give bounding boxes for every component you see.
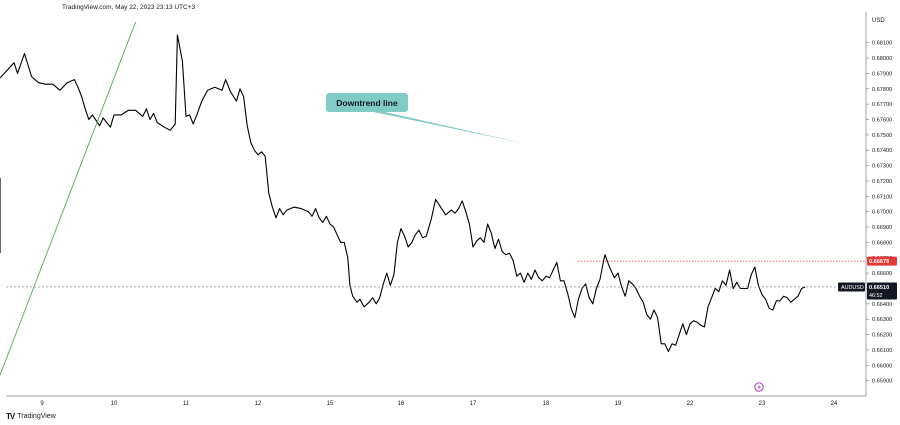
tradingview-footer[interactable]: TV TradingView bbox=[6, 412, 56, 421]
currency-label: USD bbox=[872, 18, 885, 24]
x-tick-label: 19 bbox=[615, 401, 622, 407]
lightning-bolt bbox=[757, 384, 761, 390]
y-tick-label: 0.67400 bbox=[872, 148, 892, 154]
y-tick-label: 0.66900 bbox=[872, 225, 892, 231]
x-tick-label: 12 bbox=[255, 401, 262, 407]
y-tick-label: 0.67600 bbox=[872, 118, 892, 124]
y-tick-label: 0.67500 bbox=[872, 133, 892, 139]
y-tick-label: 0.67300 bbox=[872, 164, 892, 170]
symbol-tag-label: AUDUSD bbox=[841, 285, 864, 291]
x-tick-label: 18 bbox=[543, 401, 550, 407]
callout-label: Downtrend line bbox=[336, 98, 398, 108]
time-axis[interactable]: 9 10 11 12 15 16 17 18 19 22 23 24 bbox=[40, 401, 838, 407]
resistance-price-tag bbox=[867, 256, 897, 266]
y-tick-label: 0.67700 bbox=[872, 102, 892, 108]
y-tick-label: 0.68100 bbox=[872, 41, 892, 47]
y-tick-label: 0.67900 bbox=[872, 71, 892, 77]
y-tick-label: 0.66400 bbox=[872, 302, 892, 308]
y-tick-label: 0.67100 bbox=[872, 194, 892, 200]
current-price-tag bbox=[867, 282, 897, 300]
symbol-tag[interactable] bbox=[838, 282, 865, 292]
countdown-label: 46:52 bbox=[869, 293, 883, 299]
drawings: Downtrend line AUDUSD bbox=[0, 21, 866, 392]
price-series-line[interactable] bbox=[0, 34, 806, 353]
y-tick-label: 0.66800 bbox=[872, 240, 892, 246]
y-tick-label: 0.67800 bbox=[872, 87, 892, 93]
x-tick-label: 11 bbox=[183, 401, 190, 407]
chart-header: TradingView.com, May 22, 2023 23:13 UTC+… bbox=[62, 4, 196, 11]
x-tick-label: 15 bbox=[327, 401, 334, 407]
y-tick-label: 0.66000 bbox=[872, 363, 892, 369]
x-tick-label: 16 bbox=[398, 401, 405, 407]
price-axis[interactable]: USD 0.68100 0.68000 0.67900 0.67800 0.67700 0.… bbox=[866, 18, 897, 385]
callout-pointer bbox=[364, 110, 528, 145]
resistance-price-label: 0.66678 bbox=[869, 259, 889, 265]
tradingview-logo-icon: TV bbox=[6, 412, 15, 421]
y-tick-label: 0.66300 bbox=[872, 317, 892, 323]
x-tick-label: 24 bbox=[831, 401, 838, 407]
current-price-label: 0.66510 bbox=[869, 285, 889, 291]
y-tick-label: 0.68000 bbox=[872, 56, 892, 62]
downtrend-line bbox=[0, 21, 137, 376]
x-tick-label: 9 bbox=[40, 401, 44, 407]
tradingview-brand: TradingView bbox=[17, 413, 56, 420]
x-tick-label: 22 bbox=[687, 401, 694, 407]
y-tick-label: 0.67200 bbox=[872, 179, 892, 185]
plot-area[interactable] bbox=[0, 34, 806, 353]
y-tick-label: 0.65900 bbox=[872, 379, 892, 385]
x-tick-label: 10 bbox=[111, 401, 118, 407]
x-tick-label: 17 bbox=[470, 401, 477, 407]
y-tick-label: 0.66600 bbox=[872, 271, 892, 277]
callout-box bbox=[326, 93, 408, 112]
y-tick-label: 0.67000 bbox=[872, 210, 892, 216]
y-tick-label: 0.66100 bbox=[872, 348, 892, 354]
y-tick-label: 0.66200 bbox=[872, 333, 892, 339]
x-tick-label: 23 bbox=[759, 401, 766, 407]
